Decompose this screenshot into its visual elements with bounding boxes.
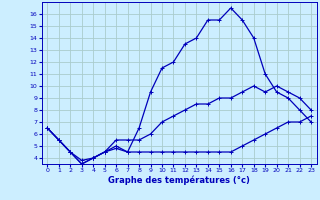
X-axis label: Graphe des températures (°c): Graphe des températures (°c) — [108, 176, 250, 185]
